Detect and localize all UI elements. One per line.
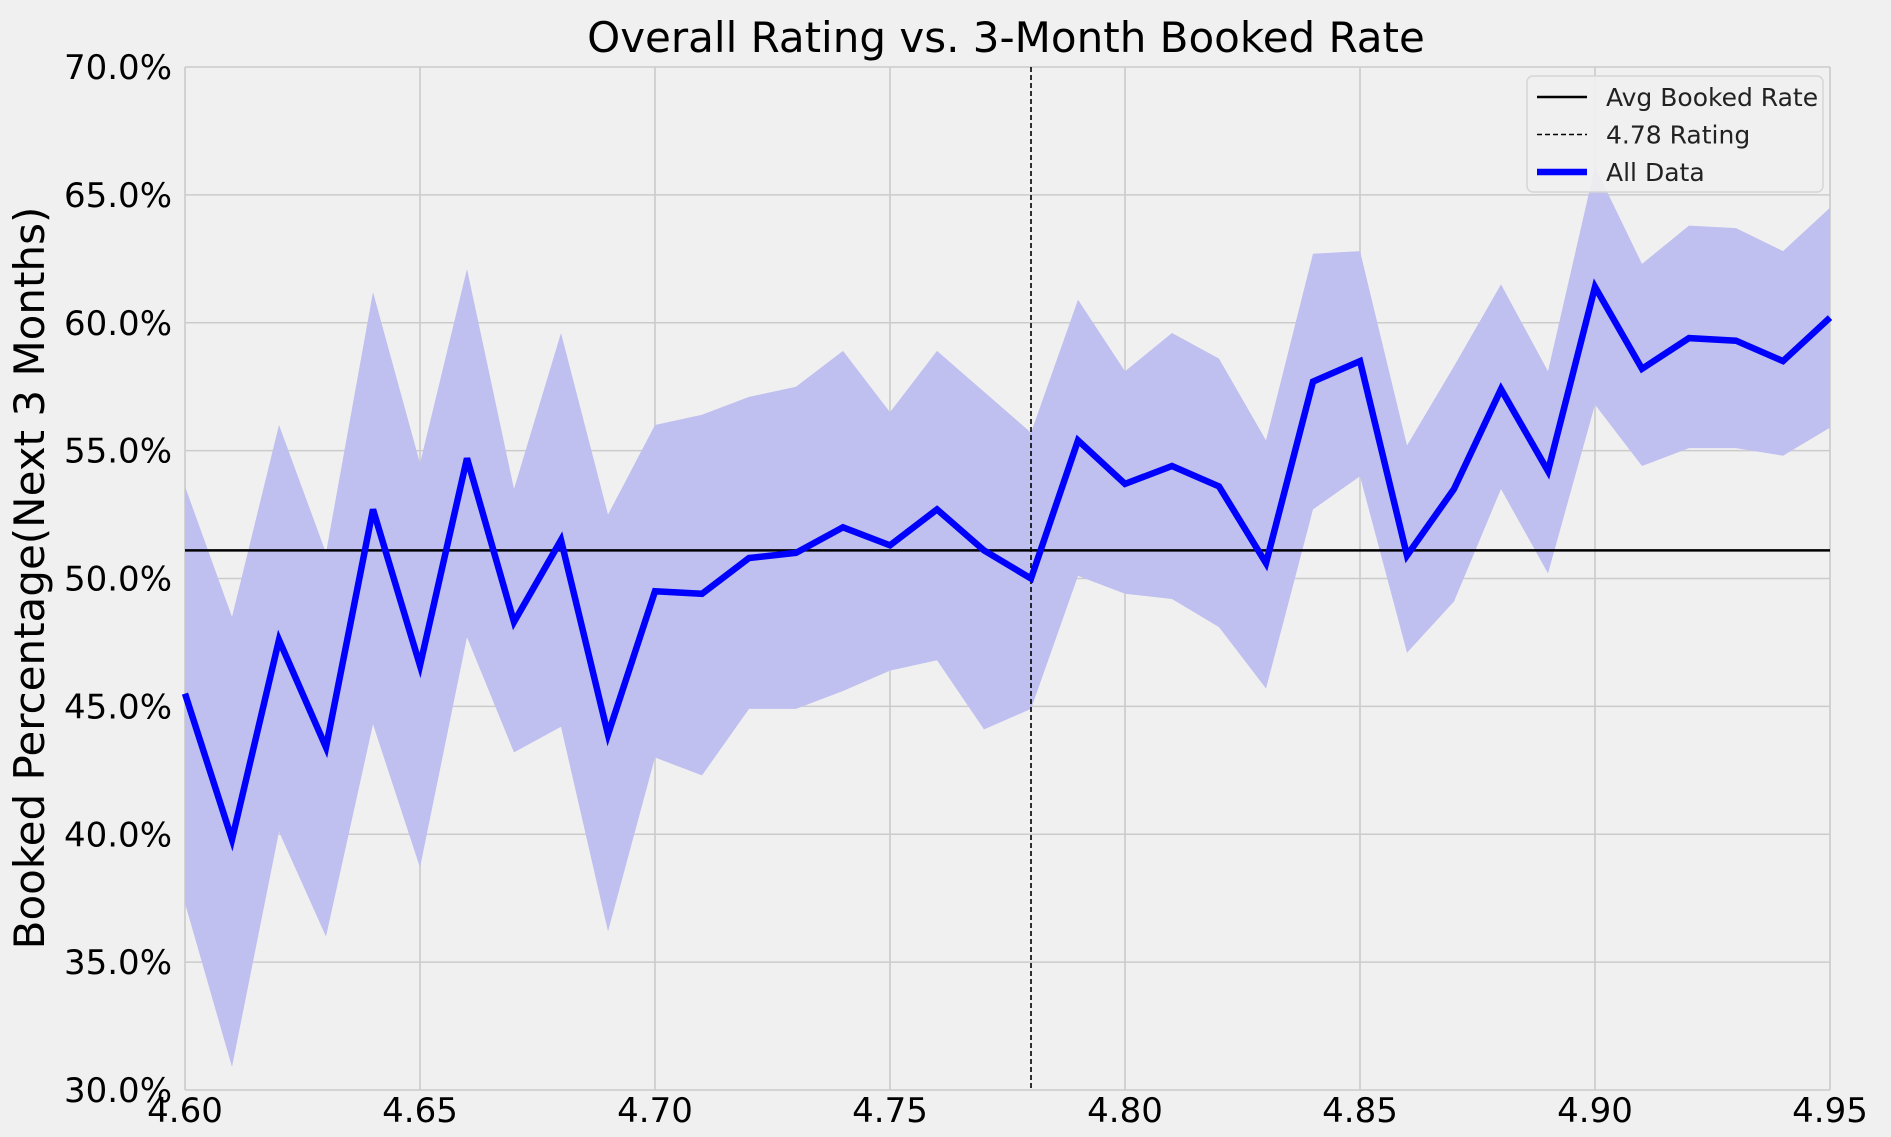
x-tick-label: 4.65 (382, 1091, 458, 1131)
x-tick-label: 4.70 (617, 1091, 693, 1131)
chart-title: Overall Rating vs. 3-Month Booked Rate (587, 13, 1425, 62)
y-tick-label: 60.0% (64, 304, 172, 344)
all-data-series-line (181, 278, 1833, 852)
x-tick-label: 4.85 (1322, 1091, 1398, 1131)
x-tick-label: 4.75 (852, 1091, 928, 1131)
x-tick-label: 4.95 (1792, 1091, 1868, 1131)
y-axis-label: Booked Percentage(Next 3 Months) (5, 207, 54, 950)
y-tick-labels: 30.0% 35.0% 40.0% 45.0% 50.0% 55.0% 60.0% 65.0%… (64, 48, 172, 1111)
confidence-band (185, 166, 1830, 1067)
legend-box (1526, 75, 1824, 193)
y-tick-label: 35.0% (64, 943, 172, 983)
legend: Avg Booked Rate 4.78 Rating All Data (1526, 75, 1824, 193)
y-tick-label: 70.0% (64, 48, 172, 88)
reference-lines (185, 67, 1830, 1090)
series-lines (181, 278, 1833, 852)
x-tick-label: 4.60 (147, 1091, 223, 1131)
legend-label: Avg Booked Rate (1606, 83, 1818, 112)
legend-label: 4.78 Rating (1606, 121, 1750, 150)
y-tick-label: 30.0% (64, 1071, 172, 1111)
y-tick-label: 55.0% (64, 432, 172, 472)
y-tick-label: 65.0% (64, 176, 172, 216)
legend-label: All Data (1606, 158, 1705, 187)
y-tick-label: 50.0% (64, 560, 172, 600)
confidence-band-area (185, 166, 1830, 1067)
y-tick-label: 40.0% (64, 815, 172, 855)
x-tick-label: 4.80 (1087, 1091, 1163, 1131)
x-tick-label: 4.90 (1557, 1091, 1633, 1131)
y-tick-label: 45.0% (64, 687, 172, 727)
x-tick-labels: 4.60 4.65 4.70 4.75 4.80 4.85 4.90 4.95 (147, 1091, 1868, 1131)
